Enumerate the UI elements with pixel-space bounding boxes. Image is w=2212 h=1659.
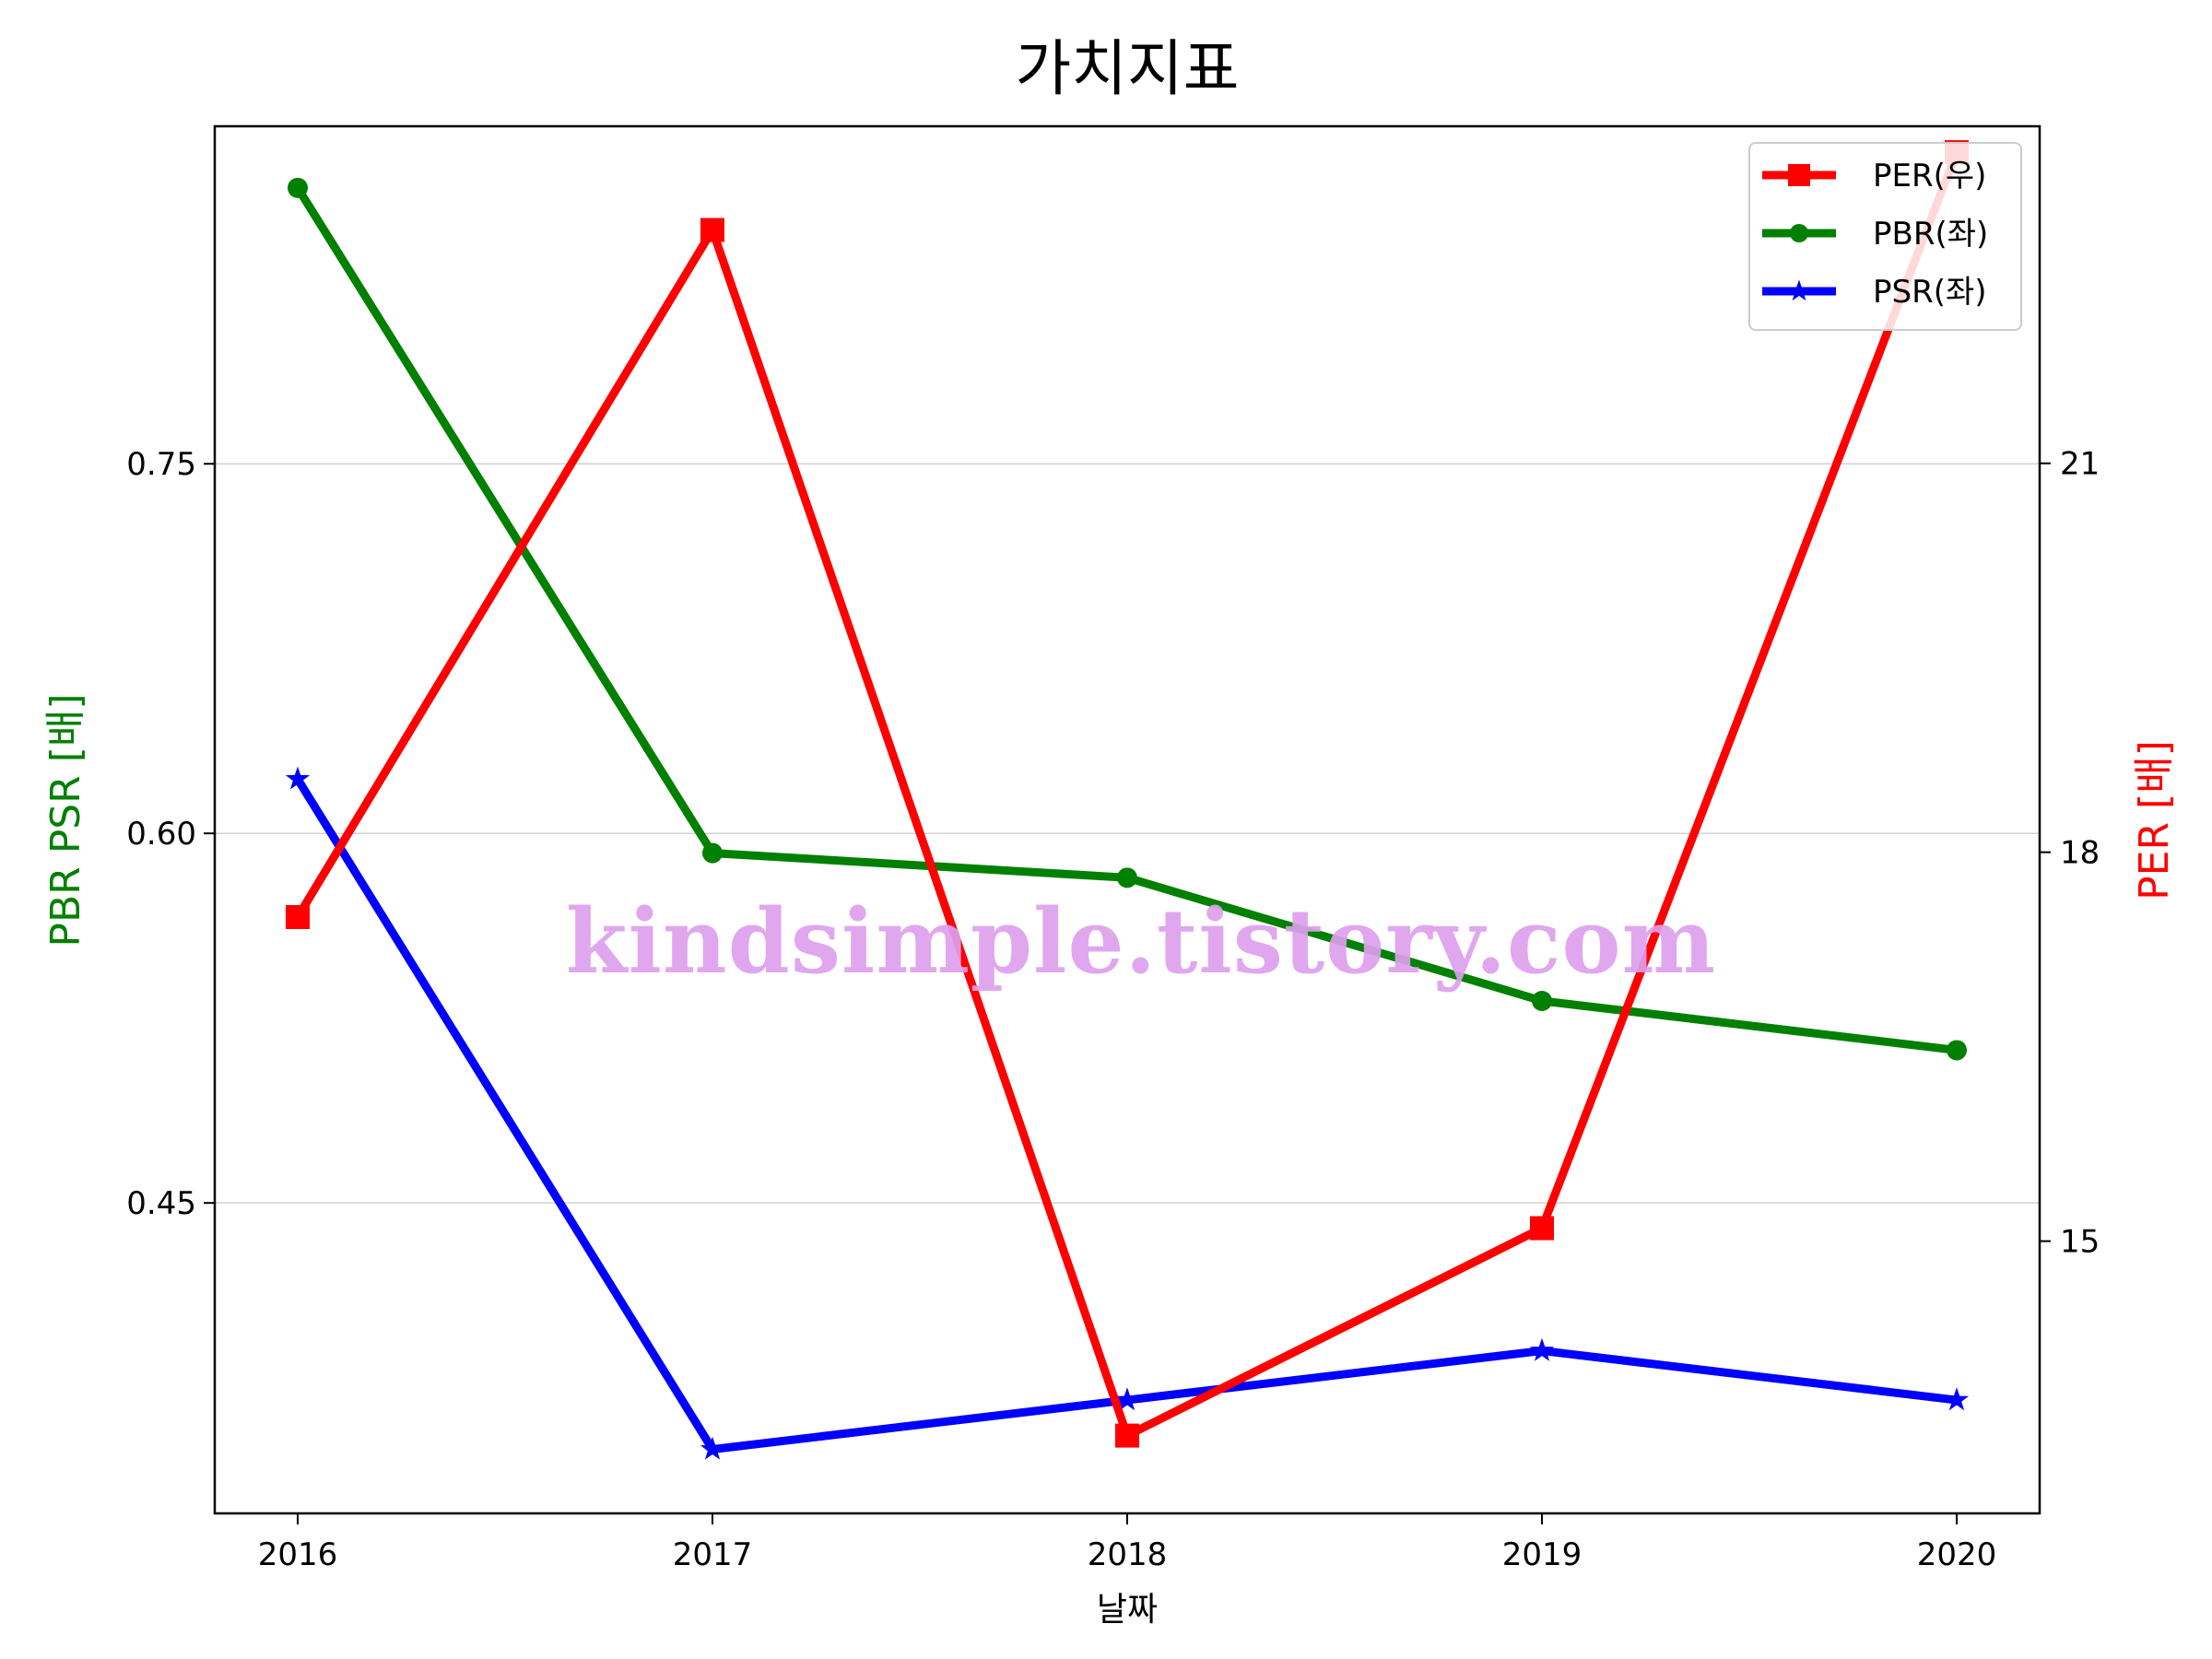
y-axis-right-label: PER [배] <box>2131 740 2178 900</box>
legend-marker <box>1788 164 1810 186</box>
series-star <box>285 766 1970 1460</box>
watermark-text: kindsimple.tistory.com <box>566 889 1716 994</box>
x-axis-label: 날짜 <box>1097 1591 1158 1629</box>
data-point <box>285 766 311 790</box>
data-point <box>1532 990 1552 1011</box>
y-right-tick-label: 18 <box>2060 835 2100 872</box>
x-tick-label: 2019 <box>1502 1536 1583 1573</box>
data-point <box>1117 867 1137 888</box>
data-point <box>1947 1040 1967 1061</box>
legend-label: PER(우) <box>1873 158 1986 194</box>
data-point <box>286 904 310 929</box>
data-point <box>702 842 723 864</box>
y-right-tick-label: 21 <box>2060 446 2100 483</box>
legend-label: PSR(좌) <box>1873 274 1987 311</box>
grid-lines <box>215 463 2040 1204</box>
y-left-tick-label: 0.60 <box>126 816 196 853</box>
legend-frame <box>1748 142 2022 331</box>
legend-marker <box>1790 224 1808 242</box>
legend-marker <box>1788 279 1810 301</box>
data-point <box>1114 1387 1140 1411</box>
x-tick-label: 2016 <box>258 1536 338 1573</box>
x-tick-label: 2018 <box>1088 1536 1168 1573</box>
data-point <box>700 1436 725 1460</box>
legend-entry: PSR(좌) <box>1762 274 1987 311</box>
legend-entry: PBR(좌) <box>1762 216 1988 253</box>
y-left-tick-label: 0.45 <box>126 1185 196 1222</box>
legend-entry: PER(우) <box>1762 158 1986 194</box>
x-tick-label: 2020 <box>1917 1536 1997 1573</box>
y-right-tick-label: 15 <box>2060 1224 2100 1261</box>
series-square <box>286 140 1969 1448</box>
y-axis-left-label: PBR PSR [배] <box>42 693 89 947</box>
axes-layer: 0.45 0.60 0.75 15 18 21 2016 2017 2018 2019 2020 <box>126 446 2100 1573</box>
legend-label: PBR(좌) <box>1873 216 1988 253</box>
legend-entries: PER(우) PBR(좌) PSR(좌) <box>1762 158 1988 311</box>
data-point <box>700 218 724 242</box>
y-left-tick-label: 0.75 <box>126 446 196 483</box>
data-point <box>1944 1387 1970 1411</box>
data-point <box>1530 1216 1554 1241</box>
series-circle <box>288 177 1967 1061</box>
chart-title: 가치지표 <box>1016 33 1240 104</box>
data-point <box>1115 1423 1139 1448</box>
data-point <box>288 177 308 198</box>
legend: PER(우) PBR(좌) PSR(좌) <box>1748 142 2022 331</box>
data-point <box>1529 1337 1555 1361</box>
series-layer <box>285 140 1970 1460</box>
x-tick-label: 2017 <box>673 1536 753 1573</box>
